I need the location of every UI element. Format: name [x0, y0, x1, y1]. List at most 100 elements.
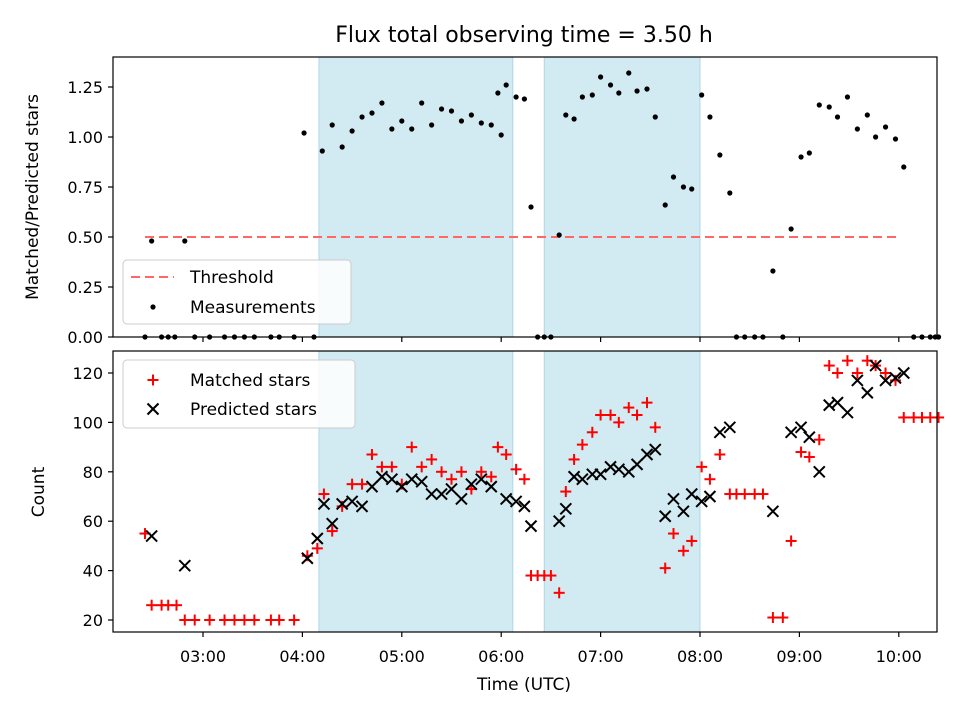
- matched-star-marker: [714, 449, 726, 461]
- matched-star-marker: [228, 614, 240, 626]
- y-tick-label: 60: [83, 512, 103, 531]
- predicted-star-marker: [475, 473, 488, 486]
- top-axes-frame: [112, 56, 938, 338]
- top-legend: Threshold Measurements: [122, 259, 352, 325]
- matched-star-marker: [832, 367, 844, 379]
- measurement-point: [873, 134, 879, 140]
- predicted-star-marker: [851, 374, 864, 387]
- measurement-point: [329, 122, 335, 128]
- matched-star-marker: [326, 525, 338, 537]
- x-tick-label: 07:00: [578, 647, 624, 666]
- measurement-point: [670, 174, 677, 180]
- measurement-point: [495, 90, 501, 96]
- predicted-star-marker: [677, 505, 690, 518]
- y-tick-label: 1.25: [67, 78, 103, 97]
- legend-measurements-swatch: [150, 304, 156, 310]
- legend-matched-label: Matched stars: [190, 371, 310, 391]
- matched-star-marker: [641, 397, 653, 409]
- predicted-star-marker: [326, 517, 339, 530]
- predicted-star-marker: [766, 505, 780, 518]
- matched-star-marker: [586, 426, 598, 438]
- predicted-star-marker: [813, 465, 826, 479]
- predicted-star-marker: [685, 487, 698, 501]
- bottom-y-ticks: 20 40 60 80 100 120: [72, 364, 113, 630]
- measurement-point: [634, 88, 640, 94]
- x-tick-label: 08:00: [677, 647, 723, 666]
- legend-predicted-swatch: [146, 402, 160, 416]
- matched-star-marker: [568, 453, 580, 465]
- measurement-point: [662, 202, 668, 208]
- matched-star-marker: [179, 614, 191, 626]
- y-tick-label: 0.25: [67, 278, 103, 297]
- measurement-point: [798, 154, 804, 160]
- matched-star-marker: [631, 409, 643, 421]
- measurement-point: [844, 94, 851, 100]
- matched-star-marker: [777, 612, 789, 624]
- matched-star-marker: [841, 355, 853, 367]
- predicted-star-marker: [667, 492, 680, 506]
- predicted-star-marker: [375, 470, 389, 483]
- predicted-star-marker: [576, 473, 589, 486]
- legend-predicted-label: Predicted stars: [190, 400, 317, 420]
- predicted-star-marker: [365, 480, 379, 493]
- measurement-point: [498, 132, 504, 138]
- measurement-point: [882, 124, 889, 130]
- measurement-point: [717, 152, 723, 158]
- x-tick-label: 03:00: [180, 647, 226, 666]
- matched-star-marker: [475, 466, 487, 478]
- bottom-legend: Matched stars Predicted stars: [122, 359, 356, 429]
- predicted-star-marker: [879, 374, 892, 387]
- matched-star-marker: [346, 478, 358, 490]
- shaded-interval: [318, 350, 514, 633]
- matched-star-marker: [416, 461, 428, 473]
- predicted-star-marker: [524, 519, 538, 533]
- predicted-star-marker: [861, 386, 874, 399]
- matched-star-marker: [560, 486, 572, 498]
- matched-star-marker: [366, 449, 378, 461]
- predicted-star-marker: [345, 495, 359, 508]
- predicted-star-marker: [784, 426, 798, 439]
- predicted-star-marker: [335, 497, 349, 511]
- measurement-point: [892, 136, 899, 142]
- predicted-star-marker: [465, 477, 478, 491]
- measurement-points: [142, 70, 942, 340]
- predicted-star-marker: [659, 510, 672, 523]
- measurement-point: [438, 106, 445, 112]
- predicted-star-marker: [301, 552, 314, 565]
- y-tick-label: 0.00: [67, 328, 103, 347]
- matched-star-marker: [238, 614, 250, 626]
- measurement-point: [448, 108, 455, 114]
- measurement-point: [834, 114, 841, 120]
- top-legend-box: [122, 259, 352, 325]
- predicted-star-marker: [889, 371, 902, 385]
- predicted-star-marker: [640, 448, 654, 461]
- predicted-star-marker: [445, 482, 458, 496]
- measurement-point: [770, 268, 776, 274]
- matched-star-marker: [455, 466, 467, 478]
- x-tick-label: 09:00: [776, 647, 822, 666]
- matched-star-marker: [767, 612, 779, 624]
- y-tick-label: 100: [72, 413, 103, 432]
- measurement-point: [598, 74, 604, 80]
- measurement-point: [528, 204, 534, 210]
- matched-star-marker: [248, 614, 260, 626]
- matched-star-marker: [880, 367, 892, 379]
- matched-star-marker: [500, 449, 512, 461]
- matched-star-marker: [204, 614, 216, 626]
- top-panel: 0.00 0.25 0.50 0.75 1.00 1.25 Matched/Predict…: [23, 56, 942, 347]
- predicted-star-marker: [435, 487, 448, 501]
- chart-title: Flux total observing time = 3.50 h: [335, 23, 713, 48]
- predicted-star-marker: [425, 487, 438, 501]
- matched-star-marker: [376, 461, 388, 473]
- measurement-point: [616, 90, 622, 96]
- matched-star-marker: [851, 367, 863, 379]
- measurement-point: [788, 226, 794, 232]
- measurement-point: [626, 70, 632, 76]
- matched-star-marker: [667, 528, 679, 540]
- bottom-shaded-intervals: [318, 350, 701, 633]
- predicted-star-marker: [405, 473, 418, 486]
- measurement-point: [149, 238, 155, 244]
- measurement-point: [901, 164, 907, 170]
- matched-star-marker: [406, 441, 418, 453]
- y-tick-label: 1.00: [67, 128, 103, 147]
